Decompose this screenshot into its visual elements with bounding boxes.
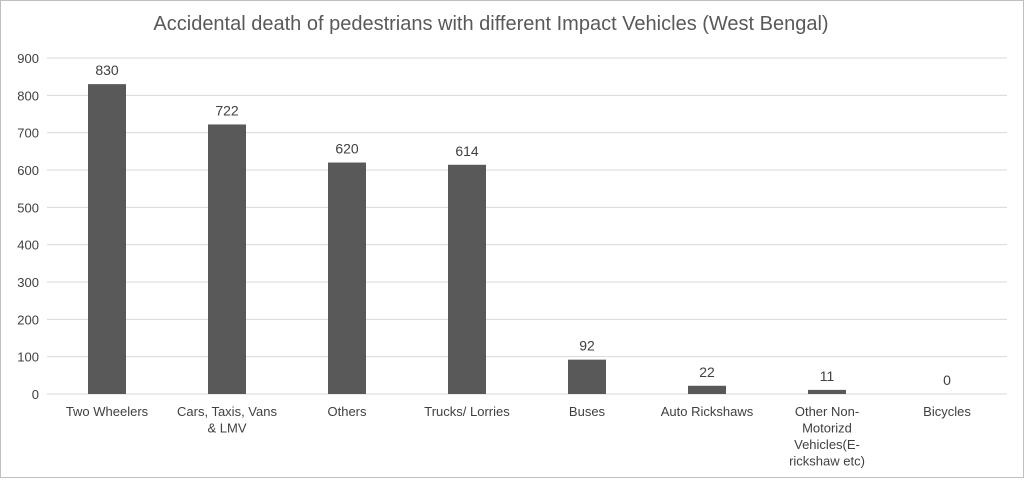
data-label: 92	[579, 338, 595, 354]
data-label: 722	[215, 102, 239, 118]
bar	[688, 385, 726, 394]
x-category-label: Bicycles	[923, 404, 971, 419]
data-label: 0	[943, 372, 951, 388]
y-axis-tick-labels: 0 100 200 300 400 500 600 700 800 900	[17, 51, 39, 402]
y-tick-label: 600	[17, 163, 39, 178]
x-category-label-line: Motorizd	[802, 421, 852, 436]
data-label: 830	[95, 62, 119, 78]
bars	[88, 84, 846, 394]
x-category-label: Trucks/ Lorries	[424, 404, 510, 419]
bar	[568, 359, 606, 394]
x-category-label-line: Vehicles(E-	[794, 437, 860, 452]
x-category-label: Buses	[569, 404, 606, 419]
data-label: 22	[699, 364, 715, 380]
x-category-label: Others	[327, 404, 367, 419]
x-category-label: Other Non- Motorizd Vehicles(E-rickshaw et…	[789, 404, 865, 469]
bar	[88, 84, 126, 394]
bar	[208, 124, 246, 394]
x-category-label-line: Cars, Taxis, Vans	[177, 404, 277, 419]
y-tick-label: 300	[17, 275, 39, 290]
y-tick-label: 0	[32, 387, 39, 402]
x-category-label: Two Wheelers	[66, 404, 149, 419]
y-tick-label: 700	[17, 126, 39, 141]
x-category-label-line: Others	[327, 404, 367, 419]
x-category-label-line: Auto Rickshaws	[661, 404, 754, 419]
data-labels: 830 722 620 614 92 22 11 0	[95, 62, 951, 388]
x-category-label: Cars, Taxis, Vans & LMV	[177, 404, 277, 436]
data-label: 620	[335, 141, 359, 157]
data-label: 614	[455, 143, 479, 159]
y-tick-label: 100	[17, 350, 39, 365]
bar	[448, 164, 486, 394]
x-category-label-line: Two Wheelers	[66, 404, 149, 419]
x-category-label-line: Buses	[569, 404, 606, 419]
data-label: 11	[820, 368, 835, 384]
y-tick-label: 200	[17, 312, 39, 327]
x-axis-category-labels: Two Wheelers Cars, Taxis, Vans & LMV Others…	[66, 404, 972, 469]
x-category-label-line: & LMV	[207, 421, 246, 436]
x-category-label-line: Trucks/ Lorries	[424, 404, 510, 419]
x-category-label-line: rickshaw etc)	[789, 454, 865, 469]
chart-title: Accidental death of pedestrians with dif…	[153, 13, 828, 35]
bar	[328, 162, 366, 394]
x-category-label-line: Bicycles	[923, 404, 971, 419]
y-tick-label: 900	[17, 51, 39, 66]
y-tick-label: 500	[17, 200, 39, 215]
bar	[808, 389, 846, 394]
x-category-label: Auto Rickshaws	[661, 404, 754, 419]
x-category-label-line: Other Non-	[795, 404, 859, 419]
gridlines	[47, 57, 1007, 395]
y-tick-label: 800	[17, 88, 39, 103]
y-tick-label: 400	[17, 238, 39, 253]
